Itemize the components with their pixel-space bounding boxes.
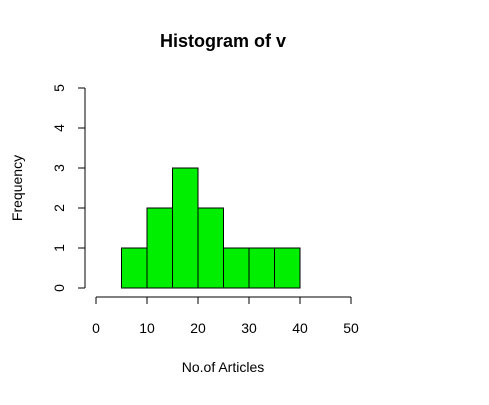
x-axis: 0 10 20 30 40 50 <box>92 296 359 336</box>
x-tick-label-1: 10 <box>139 320 155 336</box>
y-tick-label-1: 1 <box>51 244 67 252</box>
histogram-bar-3 <box>197 207 224 289</box>
histogram-bar-5 <box>248 247 275 289</box>
bars-layer <box>121 167 301 289</box>
x-tick-label-3: 30 <box>241 320 257 336</box>
y-tick-label-0: 0 <box>51 284 67 292</box>
chart-title: Histogram of v <box>160 31 286 51</box>
y-tick-label-5: 5 <box>51 84 67 92</box>
x-axis-title: No.of Articles <box>182 359 264 375</box>
x-tick-label-0: 0 <box>92 320 100 336</box>
histogram-bar-4 <box>223 247 250 289</box>
histogram-bar-6 <box>274 247 301 289</box>
x-tick-label-5: 50 <box>343 320 359 336</box>
y-tick-label-2: 2 <box>51 204 67 212</box>
histogram-bar-2 <box>172 167 199 289</box>
y-axis-title: Frequency <box>9 155 25 221</box>
x-tick-label-2: 20 <box>190 320 206 336</box>
histogram-bar-1 <box>146 207 173 289</box>
y-tick-label-4: 4 <box>51 124 67 132</box>
histogram-bar-0 <box>121 247 148 289</box>
x-tick-label-4: 40 <box>292 320 308 336</box>
y-axis: 0 1 2 3 4 5 <box>51 84 86 292</box>
y-tick-label-3: 3 <box>51 164 67 172</box>
